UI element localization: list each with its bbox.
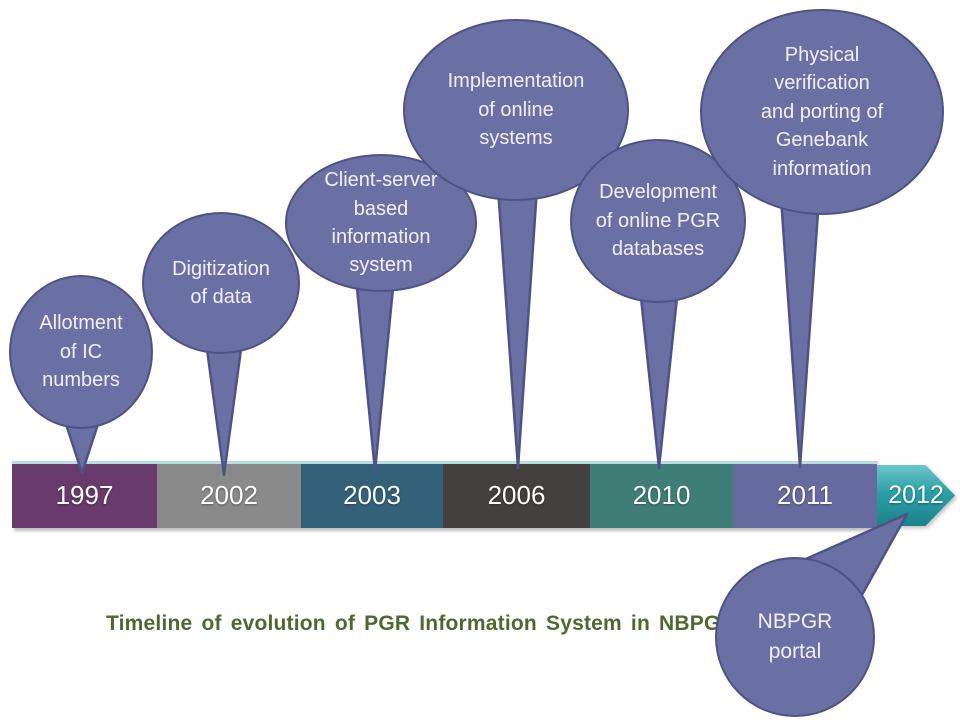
- timeline-segment-2002: 2002: [157, 463, 301, 528]
- timeline-arrow-segment-2012: 2012: [877, 465, 955, 526]
- bubble-development-pgr-databases: Development of online PGR databases: [570, 139, 746, 303]
- timeline-segment-2010: 2010: [590, 463, 733, 528]
- bubble-allotment-ic-numbers: Allotment of IC numbers: [9, 275, 153, 429]
- tail-digitization-of-data: [204, 340, 244, 477]
- timeline-segment-2011: 2011: [733, 463, 877, 528]
- caption-title: Timeline of evolution of PGR Information…: [106, 612, 736, 635]
- timeline-bar: 1997 2002 2003 2006 2010 2011 2012: [12, 463, 955, 528]
- timeline-bar-segments: 1997 2002 2003 2006 2010 2011: [12, 463, 877, 528]
- bubble-nbpgr-portal: NBPGR portal: [715, 557, 875, 717]
- tail-development-pgr-databases: [638, 286, 680, 470]
- tail-implementation-online: [496, 186, 539, 470]
- bubble-physical-verification: Physical verification and porting of Gen…: [700, 9, 944, 215]
- bar-top-highlight: [12, 461, 878, 464]
- timeline-segment-2003: 2003: [301, 463, 443, 528]
- timeline-segment-2006: 2006: [443, 463, 590, 528]
- timeline-arrow-wrap: 2012: [877, 465, 955, 526]
- timeline-segment-1997: 1997: [12, 463, 157, 528]
- bubble-digitization-of-data: Digitization of data: [142, 212, 300, 354]
- tail-client-server-system: [354, 276, 396, 473]
- tail-physical-verification: [779, 196, 821, 469]
